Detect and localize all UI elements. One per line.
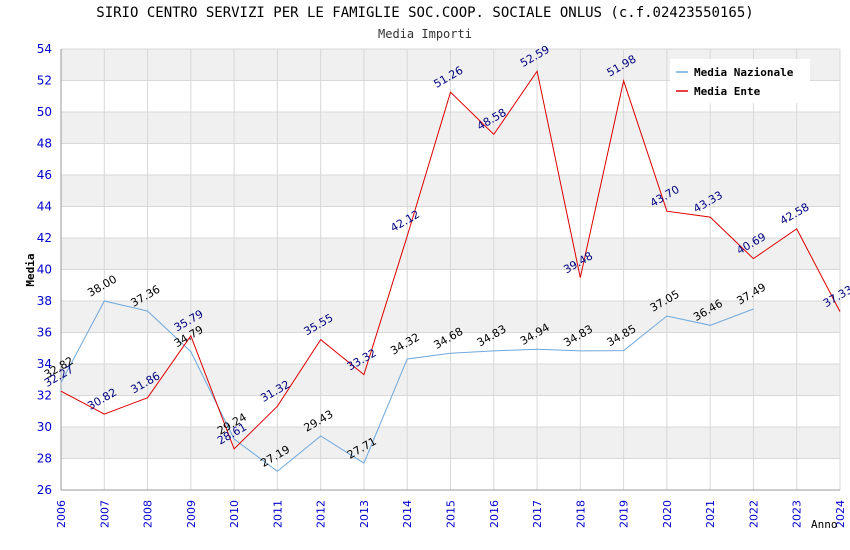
y-tick-label: 50 xyxy=(37,105,52,119)
x-tick-label: 2023 xyxy=(791,500,804,528)
x-tick-label: 2020 xyxy=(661,500,674,528)
y-tick-label: 36 xyxy=(37,326,52,340)
series-line-ente xyxy=(60,69,841,450)
x-tick-label: 2008 xyxy=(142,500,155,528)
x-tick-label: 2016 xyxy=(488,500,501,528)
x-tick-label: 2022 xyxy=(747,500,760,528)
chart-subtitle: Media Importi xyxy=(378,27,472,41)
y-tick-label: 34 xyxy=(37,357,52,371)
x-tick-label: 2015 xyxy=(445,500,458,528)
x-tick-label: 2018 xyxy=(574,500,587,528)
data-label-nazionale: 38.00 xyxy=(85,273,119,300)
series-line-nazionale xyxy=(60,300,754,472)
y-tick-label: 40 xyxy=(37,263,52,277)
x-tick-label: 2012 xyxy=(315,500,328,528)
x-tick-label: 2010 xyxy=(228,500,241,528)
y-tick-label: 52 xyxy=(37,74,52,88)
y-tick-label: 44 xyxy=(37,200,52,214)
legend-label: Media Ente xyxy=(694,85,761,98)
y-tick-label: 54 xyxy=(37,42,52,56)
x-tick-label: 2013 xyxy=(358,500,371,528)
y-tick-label: 46 xyxy=(37,168,52,182)
legend-label: Media Nazionale xyxy=(694,66,794,79)
x-tick-label: 2006 xyxy=(55,500,68,528)
x-tick-label: 2024 xyxy=(834,500,847,528)
x-tick-label: 2011 xyxy=(271,500,284,528)
chart-title: SIRIO CENTRO SERVIZI PER LE FAMIGLIE SOC… xyxy=(96,5,754,21)
x-axis-label: Anno xyxy=(811,518,838,531)
y-axis-label: Media xyxy=(24,253,37,286)
data-label-nazionale: 34.32 xyxy=(388,331,422,358)
y-tick-label: 48 xyxy=(37,137,52,151)
x-tick-label: 2021 xyxy=(704,500,717,528)
y-tick-label: 32 xyxy=(37,389,52,403)
y-tick-label: 42 xyxy=(37,231,52,245)
y-tick-label: 30 xyxy=(37,420,52,434)
x-tick-label: 2007 xyxy=(98,500,111,528)
y-tick-label: 26 xyxy=(37,483,52,497)
x-tick-label: 2009 xyxy=(185,500,198,528)
data-label-ente: 42.12 xyxy=(388,208,422,235)
y-tick-label: 38 xyxy=(37,294,52,308)
x-tick-label: 2019 xyxy=(618,500,631,528)
x-tick-label: 2014 xyxy=(401,500,414,528)
x-tick-label: 2017 xyxy=(531,500,544,528)
y-tick-label: 28 xyxy=(37,452,52,466)
legend-box xyxy=(670,59,810,103)
